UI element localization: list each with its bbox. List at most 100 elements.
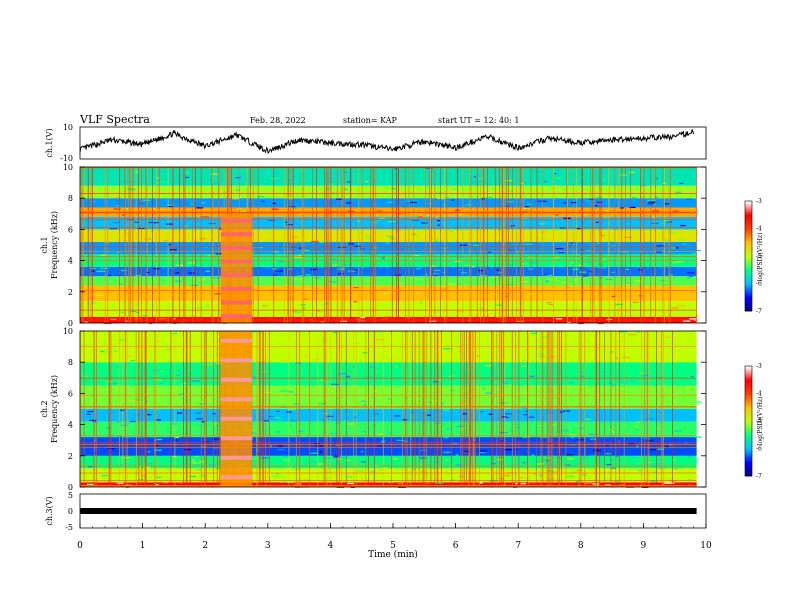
spectrogram-speckle [593, 450, 602, 452]
spectrogram-speckle [592, 483, 600, 485]
spectrogram-speckle [566, 475, 574, 477]
spectrogram-speckle [287, 391, 294, 393]
spectrogram-speckle [643, 423, 649, 425]
spectrogram-speckle [190, 461, 198, 463]
colorbar-cell [745, 399, 752, 401]
spectrogram-speckle [100, 254, 107, 256]
spectrogram-speckle [606, 444, 610, 446]
spectrogram-speckle [435, 482, 443, 484]
spectrogram-speckle [388, 481, 394, 483]
spectrogram-speckle [182, 382, 187, 385]
spectrogram-speckle [520, 263, 528, 265]
spectrogram-speckle [475, 355, 480, 357]
spectrogram-speckle [144, 238, 152, 240]
colorbar-cell [745, 305, 752, 308]
spectrogram-speckle [522, 436, 529, 438]
colorbar-cell [745, 368, 752, 371]
spectrogram-speckle [472, 244, 480, 246]
colorbar-cell [745, 455, 752, 458]
colorbar-cell [745, 466, 752, 469]
spectrogram-speckle [274, 173, 278, 175]
colorbar-cell [745, 371, 752, 374]
spectrogram-speckle [612, 384, 615, 386]
spectrogram-speckle [292, 236, 298, 238]
spectrogram-speckle [276, 194, 280, 196]
colorbar-cell [745, 224, 752, 227]
spectrogram-speckle [485, 225, 493, 228]
spectrogram-speckle [532, 473, 536, 475]
spectrogram-speckle [124, 484, 132, 486]
spectrogram-speckle [624, 236, 632, 238]
spectrogram-speckle [479, 274, 487, 277]
spectrogram-speckle [664, 482, 671, 484]
spectrogram-speckle [315, 301, 322, 304]
spectrogram-speckle [215, 253, 224, 255]
spectrogram-speckle [505, 475, 511, 478]
colorbar-cell [745, 374, 752, 377]
spectrogram-speckle [525, 243, 533, 245]
ch1-voltage-panel: 10 -10 ch.1(V) [45, 123, 707, 163]
spectrogram-speckle [356, 470, 364, 472]
spectrogram-speckle [536, 238, 545, 240]
spectrogram-speckle [481, 239, 485, 241]
spectrogram-speckle [443, 409, 450, 411]
spectrogram-speckle [666, 221, 673, 223]
spectrogram-speckle [197, 462, 200, 464]
spectrogram-speckle [336, 233, 341, 235]
colorbar-cell [745, 260, 752, 262]
colorbar-cell [745, 295, 752, 298]
colorbar-cell [745, 429, 752, 432]
spectrogram-speckle [584, 460, 593, 462]
spectrogram-speckle [694, 436, 702, 438]
colorbar-cell [745, 414, 752, 416]
spectrogram-speckle [520, 483, 526, 485]
spectrogram-speckle [619, 336, 625, 338]
spectrogram-speckle [400, 188, 408, 190]
spectrogram-speckle [494, 194, 502, 196]
colorbar-cell [745, 421, 752, 423]
spectrogram-speckle [479, 451, 486, 454]
spectrogram-speckle [685, 262, 692, 264]
spectrogram-speckle [538, 291, 545, 294]
spectrogram-speckle [138, 479, 145, 481]
spectrogram-speckle [579, 458, 586, 460]
spectrogram-speckle [656, 245, 665, 247]
spectrogram-speckle [205, 270, 210, 272]
spectrogram-speckle [592, 207, 598, 209]
spectrogram-speckle [148, 221, 153, 224]
spectrogram-speckle [84, 277, 88, 279]
burst-band [220, 286, 253, 291]
spectrogram-speckle [195, 412, 201, 414]
spectrogram-speckle [310, 320, 318, 322]
colorbar-cell [745, 381, 752, 383]
spectrogram-speckle [177, 392, 185, 394]
spectrogram-speckle [301, 435, 306, 437]
spectrogram-speckle [177, 181, 180, 183]
spectrogram-speckle [277, 445, 284, 447]
spectrogram-speckle [494, 381, 498, 383]
spectrogram-speckle [388, 398, 391, 400]
colorbar-cell [745, 250, 752, 253]
spectrogram-speckle [381, 257, 385, 259]
spectrogram-speckle [300, 474, 305, 476]
spectrogram-speckle [538, 355, 546, 357]
spectrogram-speckle [320, 321, 325, 323]
spectrogram-speckle [178, 482, 184, 484]
spectrogram-speckle [294, 477, 302, 479]
spectrogram-speckle [455, 311, 464, 313]
spectrogram-speckle [611, 271, 615, 273]
colorbar-cell [745, 418, 752, 421]
spectrogram-speckle [159, 370, 164, 373]
spectrogram-speckle [417, 279, 420, 281]
spectrogram-speckle [585, 261, 592, 264]
colorbar-cell [745, 294, 752, 297]
spectrogram-speckle [333, 332, 337, 334]
spectrogram-speckle [132, 317, 136, 319]
spectrogram-speckle [527, 416, 535, 418]
spectrogram-speckle [364, 398, 369, 401]
spectrogram-speckle [116, 251, 121, 254]
spectrogram-speckle [611, 431, 615, 433]
burst-region [220, 213, 253, 323]
spectrogram-speckle [412, 200, 419, 202]
spectrogram-speckle [601, 259, 607, 261]
